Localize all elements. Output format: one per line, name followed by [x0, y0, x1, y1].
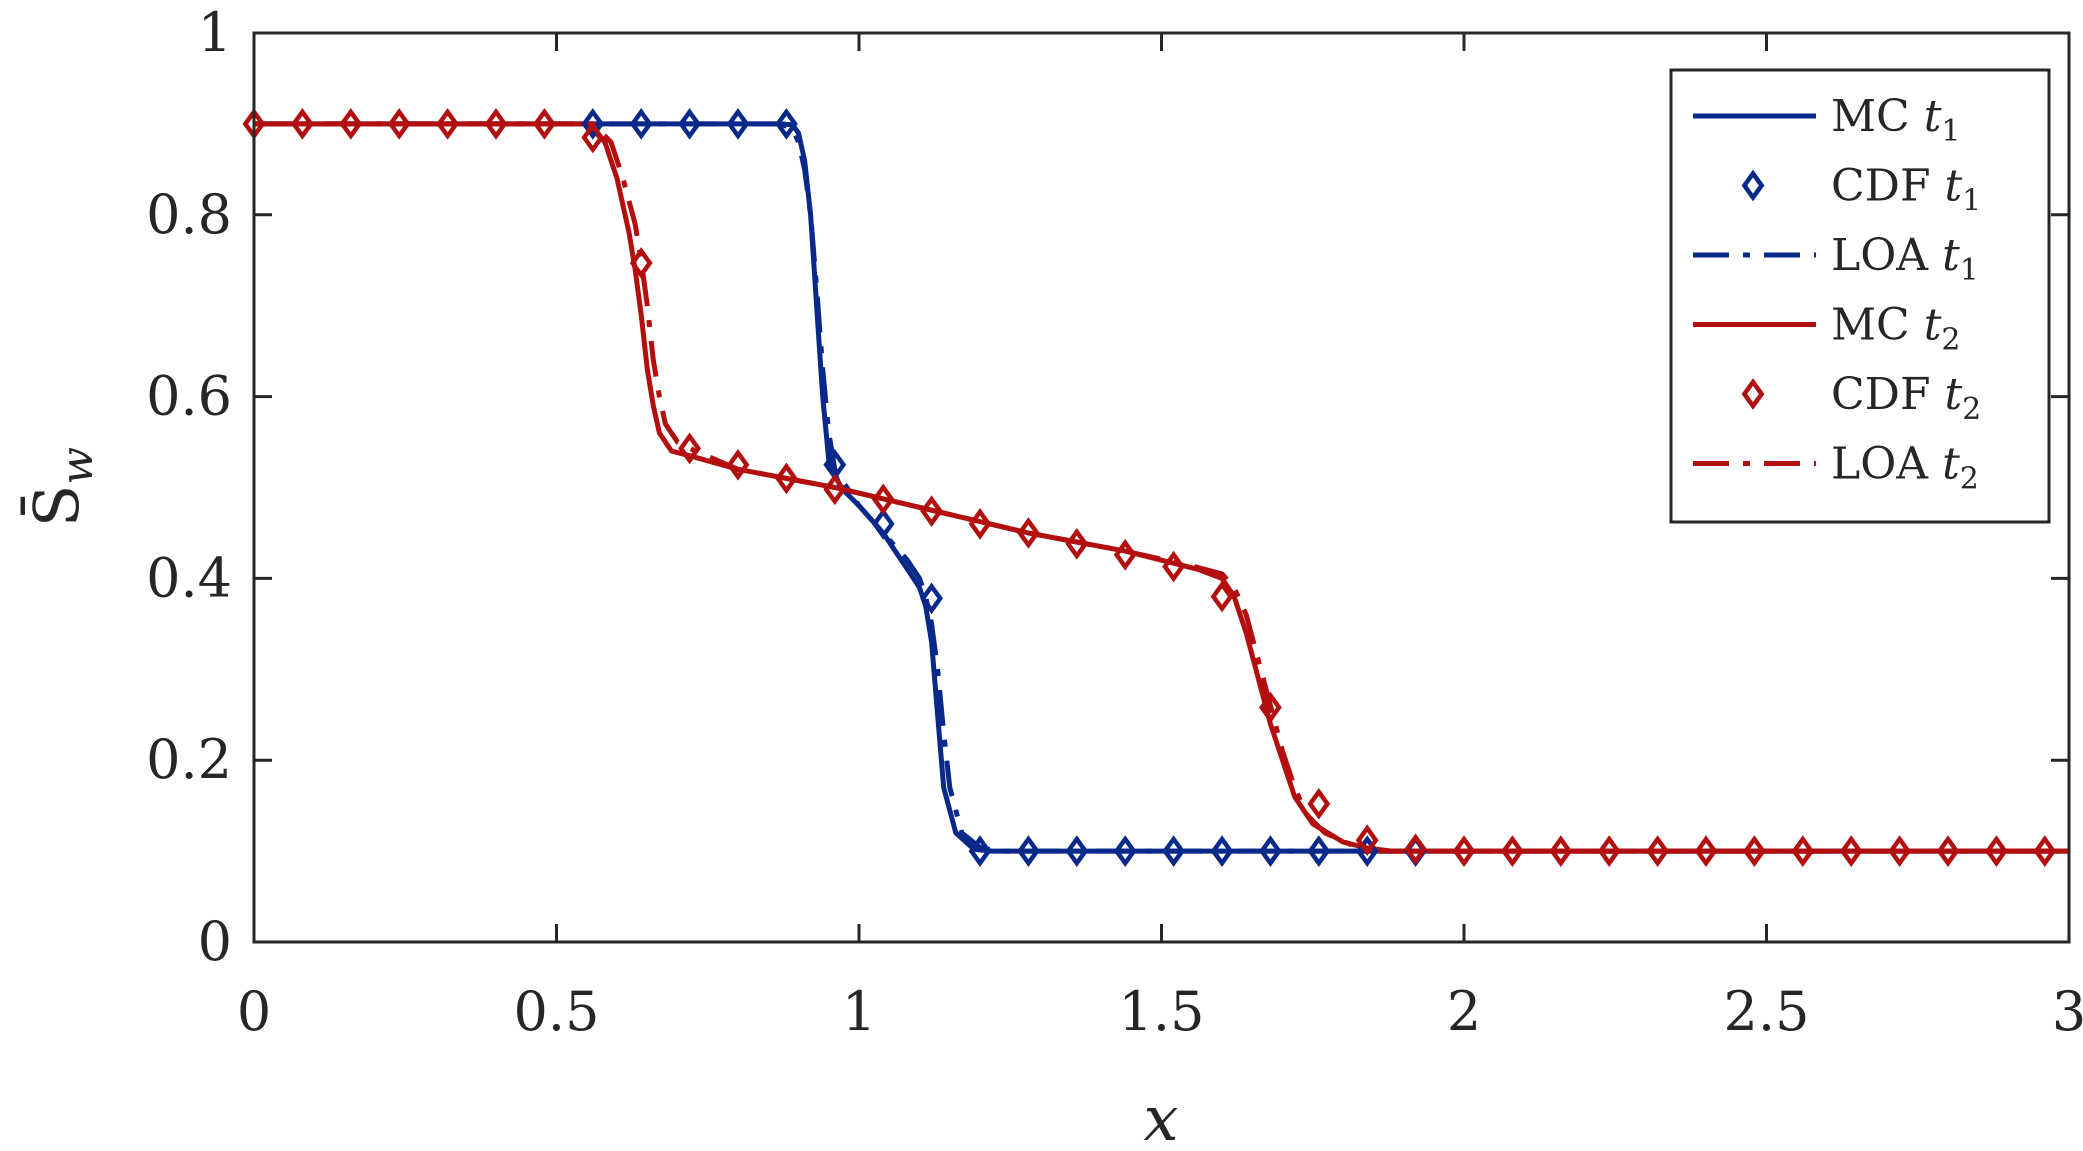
data-point-cdf-t2 [1791, 835, 1815, 867]
data-point-cdf-t1 [968, 835, 992, 867]
data-point-cdf-t2 [1452, 835, 1476, 867]
legend-label-mc-t1: MC t1 [1831, 91, 1961, 149]
data-point-cdf-t2 [1694, 835, 1718, 867]
data-point-cdf-t2 [1549, 835, 1573, 867]
data-point-cdf-t1 [1210, 835, 1234, 867]
x-tick-label: 1.5 [1119, 980, 1205, 1043]
data-point-cdf-t1 [920, 582, 944, 615]
data-point-cdf-t1 [581, 108, 605, 140]
data-point-cdf-t2 [387, 108, 411, 140]
data-point-cdf-t2 [871, 483, 895, 516]
data-point-cdf-t2 [1984, 835, 2008, 867]
data-point-cdf-t2 [1162, 550, 1186, 583]
x-tick-label: 3 [2052, 980, 2083, 1043]
legend-box [1669, 68, 2051, 524]
data-point-cdf-t1 [871, 508, 895, 540]
data-point-cdf-t2 [1500, 835, 1524, 867]
data-point-cdf-t2 [581, 121, 605, 154]
legend-label-cdf-t1: CDF t1 [1831, 161, 1981, 219]
legend-marker-cdf-t1 [1741, 169, 1765, 202]
data-point-cdf-t2 [726, 448, 750, 481]
legend-label-loa-t1: LOA t1 [1831, 230, 1979, 288]
data-point-cdf-t2 [968, 508, 992, 540]
y-tick-label: 0.2 [146, 728, 232, 791]
data-point-cdf-t2 [2033, 835, 2057, 867]
data-point-cdf-t2 [678, 432, 702, 465]
data-point-cdf-t1 [774, 108, 798, 140]
data-point-cdf-t2 [1404, 833, 1428, 866]
data-point-cdf-t2 [1742, 835, 1766, 867]
x-tick-label: 1 [842, 980, 876, 1043]
data-point-cdf-t2 [823, 473, 847, 506]
x-tick-label: 0 [237, 980, 271, 1043]
data-point-cdf-t2 [484, 108, 508, 140]
data-point-cdf-t1 [629, 108, 653, 140]
y-tick-label: 1 [198, 1, 232, 64]
axis-ticks: 0 0.5 1 1.5 2 2.5 3 0 0.2 0.4 0.6 0.8 1 [146, 1, 2083, 1043]
data-point-cdf-t2 [1113, 538, 1137, 571]
data-point-cdf-t2 [339, 108, 363, 140]
svg-text:S̄w: S̄w [20, 447, 103, 527]
legend-label-mc-t2: MC t2 [1831, 300, 1961, 358]
data-point-cdf-t2 [1210, 580, 1234, 613]
data-point-cdf-t2 [1065, 528, 1089, 560]
data-point-cdf-t2 [629, 247, 653, 279]
data-point-cdf-t1 [1307, 835, 1331, 867]
y-tick-label: 0.8 [146, 183, 232, 246]
data-point-cdf-t2 [1888, 835, 1912, 867]
data-point-cdf-t1 [1016, 835, 1040, 867]
data-point-cdf-t2 [1258, 691, 1282, 724]
data-point-cdf-t1 [726, 108, 750, 140]
data-point-cdf-t2 [920, 495, 944, 527]
y-axis-label: S̄w [20, 447, 103, 527]
data-point-cdf-t2 [1355, 824, 1379, 857]
x-tick-label: 2 [1447, 980, 1481, 1043]
data-point-cdf-t1 [1162, 835, 1186, 867]
data-point-cdf-t2 [1839, 835, 1863, 867]
data-point-cdf-t2 [1936, 835, 1960, 867]
y-tick-label: 0.4 [146, 546, 232, 609]
legend: MC t1 CDF t1 LOA t1 MC t2 CDF t2 LOA t2 [1669, 68, 2051, 524]
data-point-cdf-t2 [1646, 835, 1670, 867]
data-point-cdf-t1 [1113, 835, 1137, 867]
legend-marker-cdf-t2 [1741, 378, 1765, 410]
data-point-cdf-t2 [532, 108, 556, 140]
data-point-cdf-t2 [1597, 835, 1621, 867]
data-point-cdf-t2 [774, 462, 798, 495]
y-tick-label: 0 [198, 910, 232, 973]
data-point-cdf-t1 [1258, 835, 1282, 867]
data-point-cdf-t2 [290, 108, 314, 140]
data-point-cdf-t1 [678, 108, 702, 140]
series-line-loa-t2 [254, 121, 2069, 854]
x-tick-label: 2.5 [1724, 980, 1810, 1043]
data-point-cdf-t2 [1307, 787, 1331, 820]
data-point-cdf-t1 [1065, 835, 1089, 867]
data-point-cdf-t2 [1016, 517, 1040, 549]
y-tick-label: 0.6 [146, 365, 232, 428]
legend-label-loa-t2: LOA t2 [1831, 439, 1979, 497]
x-axis-label: x [1144, 1082, 1179, 1151]
data-point-cdf-t2 [436, 108, 460, 140]
x-tick-label: 0.5 [514, 980, 600, 1043]
legend-label-cdf-t2: CDF t2 [1831, 369, 1981, 427]
marker-layer [242, 108, 2057, 867]
